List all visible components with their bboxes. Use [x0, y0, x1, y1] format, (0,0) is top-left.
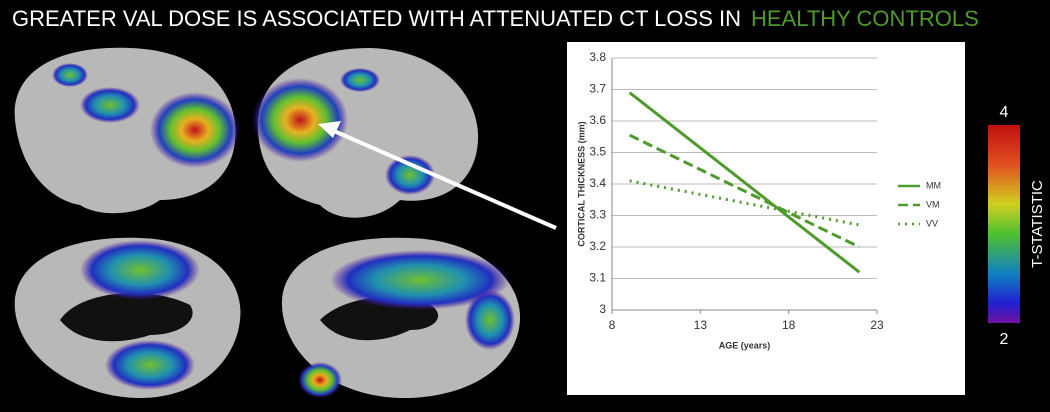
legend-label: VM [926, 199, 940, 209]
y-axis-label: CORTICAL THICKNESS (mm) [576, 121, 586, 246]
y-tick-label: 3.7 [589, 82, 606, 96]
y-tick-label: 3.1 [589, 271, 606, 285]
brain-lateral-left [14, 47, 240, 214]
x-axis-label: AGE (years) [719, 340, 771, 350]
brain-medial-left [14, 237, 241, 398]
y-tick-label: 3.5 [589, 145, 606, 159]
brain-medial-right [281, 237, 521, 399]
y-tick-label: 3.2 [589, 239, 606, 253]
y-tick-label: 3.4 [589, 176, 606, 190]
colorbar-min: 2 [1000, 331, 1009, 348]
series-line [628, 91, 861, 274]
x-tick-label: 18 [782, 318, 796, 332]
x-tick-label: 13 [694, 318, 708, 332]
chart-panel [567, 42, 965, 395]
title-highlight: HEALTHY CONTROLS [751, 6, 979, 31]
title-main: GREATER VAL DOSE IS ASSOCIATED WITH ATTE… [12, 6, 741, 31]
chart: 3 3.1 3.2 3.3 3.4 3.5 3.6 3.7 3.8 8 13 18 23 AGE (yea… [576, 50, 941, 350]
title: GREATER VAL DOSE IS ASSOCIATED WITH ATTE… [12, 6, 979, 31]
colorbar-label: T-STATISTIC [1029, 180, 1046, 268]
x-tick-label: 8 [609, 318, 616, 332]
y-tick-label: 3 [599, 302, 606, 316]
x-tick-label: 23 [870, 318, 884, 332]
colorbar-max: 4 [1000, 104, 1009, 121]
y-tick-label: 3.6 [589, 113, 606, 127]
arrow-head [318, 121, 341, 138]
colorbar [988, 125, 1020, 323]
brain-lateral-right [252, 48, 479, 218]
legend-label: VV [926, 218, 938, 228]
arrow [333, 129, 557, 230]
series-line [629, 133, 860, 249]
y-tick-label: 3.3 [589, 208, 606, 222]
y-tick-label: 3.8 [589, 50, 606, 64]
legend-label: MM [926, 180, 941, 190]
